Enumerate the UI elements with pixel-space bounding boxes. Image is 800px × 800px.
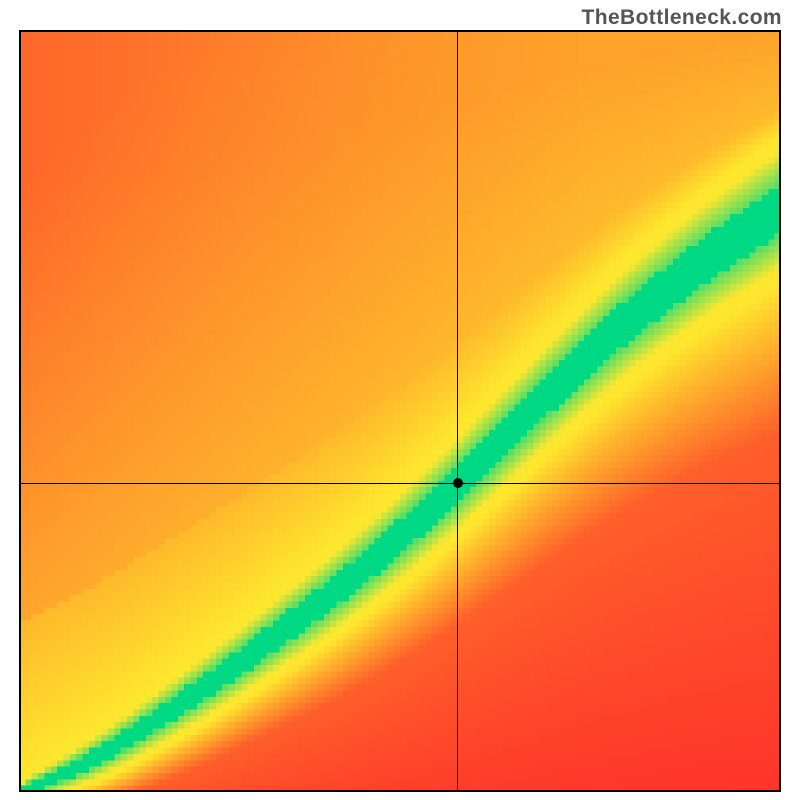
crosshair-marker xyxy=(453,478,463,488)
crosshair-vertical xyxy=(457,30,458,792)
bottleneck-heatmap-canvas xyxy=(19,30,781,792)
bottleneck-heatmap-container: { "watermark": { "text": "TheBottleneck.… xyxy=(0,0,800,800)
watermark-text: TheBottleneck.com xyxy=(581,6,782,30)
crosshair-horizontal xyxy=(19,483,781,484)
